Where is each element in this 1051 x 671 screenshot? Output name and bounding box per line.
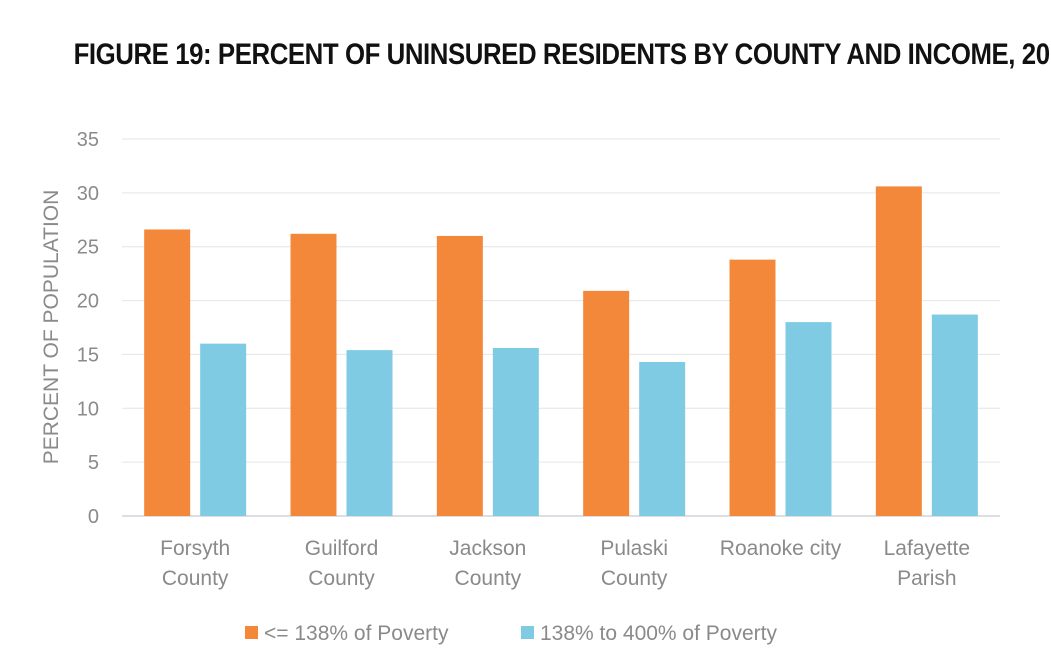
y-axis-ticks: 0 5 10 15 20 25 30 35 [77, 129, 99, 528]
x-tick-label: Jackson [449, 537, 526, 560]
chart-title: FIGURE 19: PERCENT OF UNINSURED RESIDENT… [73, 38, 1051, 71]
bar-below-138 [583, 290, 630, 516]
x-tick-label: Forsyth [160, 537, 230, 560]
y-tick-label: 25 [77, 237, 99, 259]
x-axis-labels: Forsyth County Guilford County Jackson County… [160, 537, 970, 590]
y-tick-label: 0 [88, 506, 99, 528]
bar-below-138 [436, 235, 483, 516]
x-tick-label: Parish [897, 567, 957, 590]
x-tick-label: Pulaski [600, 537, 668, 560]
gridlines [122, 138, 1000, 517]
y-tick-label: 15 [77, 344, 99, 366]
bar-138-to-400 [639, 361, 686, 516]
legend: <= 138% of Poverty 138% to 400% of Povert… [245, 622, 777, 645]
legend-swatch [521, 626, 534, 639]
y-tick-label: 35 [77, 129, 99, 151]
legend-swatch [245, 626, 258, 639]
bar-below-138 [144, 229, 191, 517]
x-tick-label: Guilford [305, 537, 379, 560]
bar-138-to-400 [492, 347, 539, 516]
bar-below-138 [729, 259, 776, 516]
bars [144, 186, 978, 517]
x-tick-label: Lafayette [884, 537, 970, 560]
y-tick-label: 5 [88, 452, 99, 474]
legend-label: <= 138% of Poverty [264, 622, 449, 645]
bar-138-to-400 [931, 314, 978, 516]
bar-below-138 [875, 186, 922, 516]
x-tick-label: County [308, 567, 375, 590]
y-tick-label: 10 [77, 398, 99, 420]
x-tick-label: Roanoke city [720, 537, 842, 560]
bar-138-to-400 [785, 322, 832, 516]
bar-below-138 [290, 233, 337, 516]
y-tick-label: 20 [77, 291, 99, 313]
y-axis-label: PERCENT OF POPULATION [40, 190, 63, 465]
x-tick-label: County [455, 567, 522, 590]
x-tick-label: County [162, 567, 229, 590]
legend-label: 138% to 400% of Poverty [540, 622, 777, 645]
bar-138-to-400 [200, 343, 247, 516]
x-tick-label: County [601, 567, 668, 590]
y-tick-label: 30 [77, 183, 99, 205]
bar-138-to-400 [346, 350, 393, 516]
